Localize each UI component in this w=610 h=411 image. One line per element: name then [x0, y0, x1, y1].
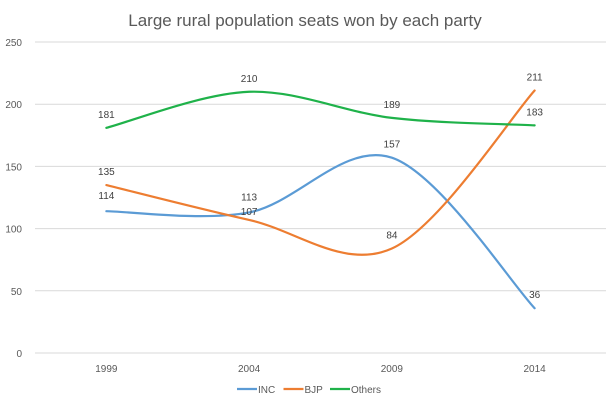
data-label: 36 — [529, 290, 541, 301]
data-label: 181 — [98, 110, 115, 121]
data-label: 210 — [241, 74, 258, 85]
legend-label: INC — [258, 385, 275, 396]
series-line-others — [105, 90, 536, 129]
y-tick-label: 50 — [11, 287, 23, 298]
y-tick-label: 150 — [5, 162, 22, 173]
x-tick-label: 2009 — [381, 364, 404, 375]
data-label: 183 — [526, 107, 543, 118]
y-tick-label: 200 — [5, 100, 22, 111]
data-label: 135 — [98, 167, 115, 178]
data-label: 114 — [98, 191, 114, 202]
legend-label: BJP — [305, 385, 324, 396]
data-label: 107 — [241, 207, 258, 218]
data-label: 211 — [527, 73, 543, 84]
data-label: 189 — [384, 100, 401, 111]
data-label: 84 — [386, 231, 398, 242]
series-line-inc — [105, 154, 536, 310]
legend-label: Others — [351, 385, 381, 396]
x-tick-label: 2004 — [238, 364, 261, 375]
data-label: 113 — [241, 192, 257, 203]
y-tick-label: 100 — [5, 225, 22, 236]
y-tick-label: 250 — [5, 38, 22, 49]
x-tick-label: 1999 — [95, 364, 118, 375]
data-label: 157 — [384, 140, 401, 151]
series-line-bjp — [105, 89, 536, 256]
chart-title: Large rural population seats won by each… — [128, 11, 482, 30]
x-tick-label: 2014 — [524, 364, 547, 375]
y-tick-label: 0 — [16, 349, 22, 360]
